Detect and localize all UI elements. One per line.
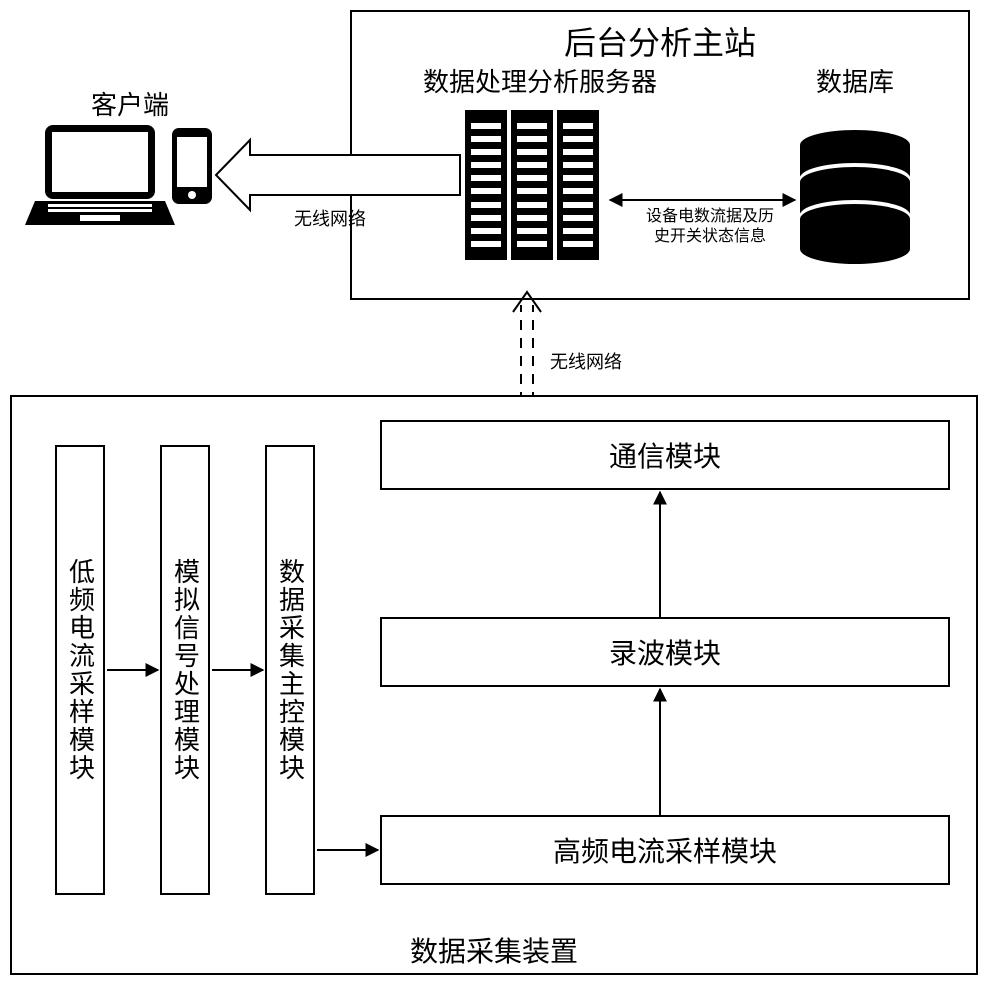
db-label: 数据库 — [770, 62, 940, 99]
vbox-0-label: 低频电流采样模块 — [62, 558, 99, 782]
server-icon — [465, 110, 599, 260]
data-collector-title: 数据采集装置 — [10, 930, 978, 970]
hbox-2: 高频电流采样模块 — [380, 815, 950, 885]
wireless-label-mid: 无线网络 — [550, 348, 670, 374]
vbox-1: 模拟信号处理模块 — [160, 445, 210, 895]
client-label: 客户端 — [40, 85, 220, 122]
hbox-1-label: 录波模块 — [609, 632, 721, 672]
server-label: 数据处理分析服务器 — [400, 62, 680, 99]
diagram-canvas: 后台分析主站 数据处理分析服务器 数据库 — [0, 0, 988, 1000]
vbox-2-label: 数据采集主控模块 — [272, 558, 309, 782]
hbox-0-label: 通信模块 — [609, 435, 721, 475]
vbox-1-label: 模拟信号处理模块 — [167, 558, 204, 782]
vbox-0: 低频电流采样模块 — [55, 445, 105, 895]
backend-station-title: 后台分析主站 — [350, 18, 970, 64]
vbox-2: 数据采集主控模块 — [265, 445, 315, 895]
wireless-label-top: 无线网络 — [270, 205, 390, 231]
hbox-1: 录波模块 — [380, 617, 950, 687]
hbox-2-label: 高频电流采样模块 — [553, 830, 777, 870]
server-db-arrow-label1: 设备电数流据及历 史开关状态信息 — [625, 207, 795, 247]
hbox-0: 通信模块 — [380, 420, 950, 490]
